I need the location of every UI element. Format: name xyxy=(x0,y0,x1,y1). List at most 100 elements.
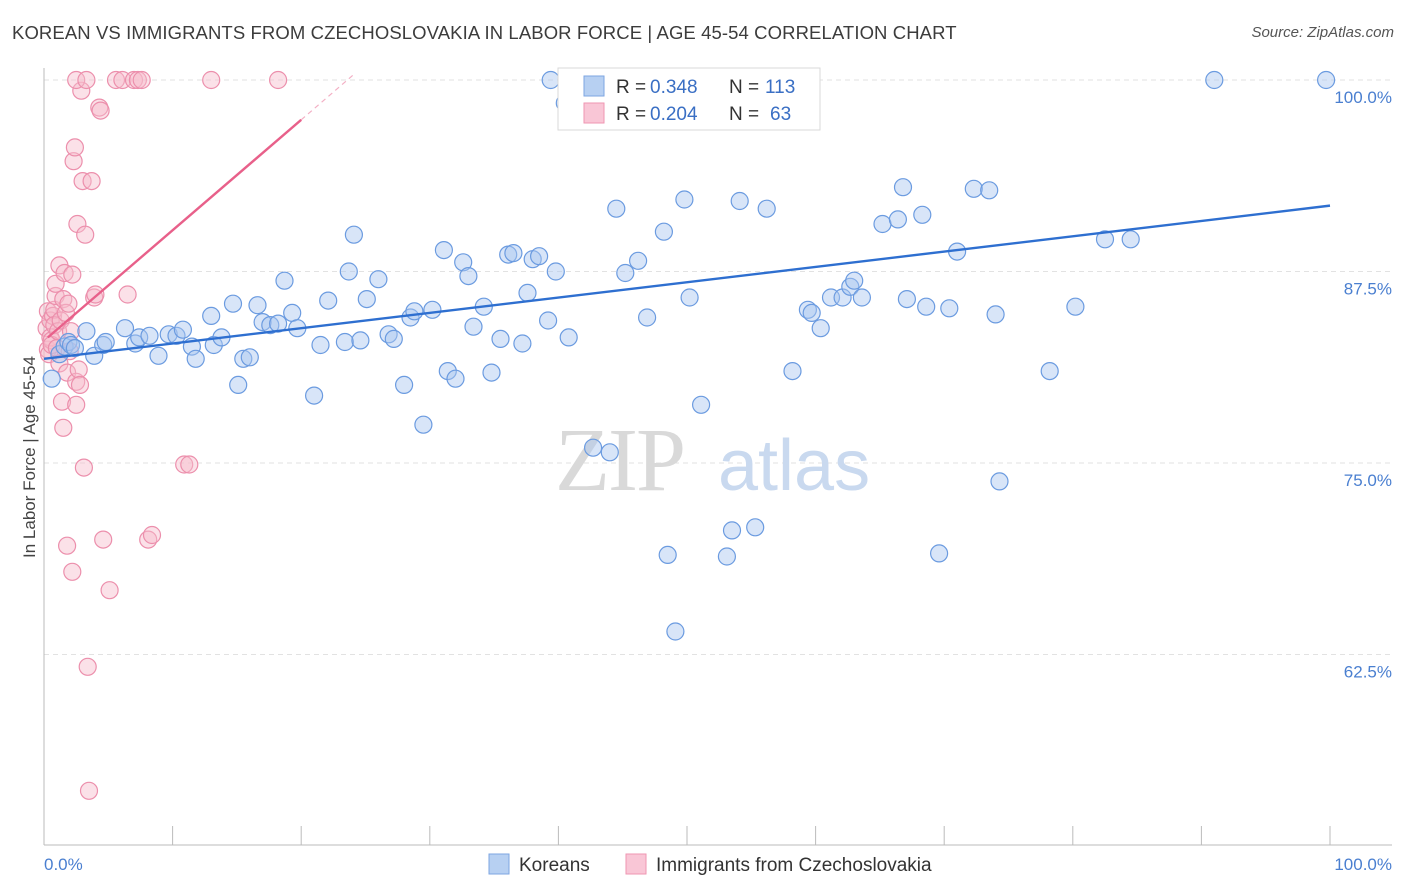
czech-point-42 xyxy=(79,781,99,800)
bottom-legend-swatch-immigrants xyxy=(625,853,647,875)
korean-point-111 xyxy=(1121,230,1140,249)
y-tick-labels: 62.5% 75.0% 87.5% 100.0% xyxy=(1334,88,1392,682)
korean-point-6 xyxy=(77,322,96,341)
korean-point-52 xyxy=(446,369,465,388)
czech-point-33 xyxy=(69,360,88,379)
series-legend: Koreans Immigrants from Czechoslovakia xyxy=(488,853,932,876)
series-koreans-points xyxy=(42,70,1336,641)
korean-point-5 xyxy=(65,339,85,358)
trend-lines xyxy=(43,74,1331,361)
korean-point-54 xyxy=(459,267,478,286)
czech-point-51 xyxy=(100,581,119,600)
korean-point-51 xyxy=(438,362,457,381)
korean-point-107 xyxy=(990,472,1009,491)
korean-point-23 xyxy=(223,294,243,313)
legend-n-label-koreans: N = xyxy=(729,77,759,98)
legend-n-value-immigrants: 63 xyxy=(770,104,791,125)
korean-point-97 xyxy=(893,178,913,197)
korean-point-112 xyxy=(541,70,560,90)
korean-point-44 xyxy=(384,329,403,348)
czech-point-31 xyxy=(67,395,86,414)
korean-point-114 xyxy=(1205,70,1224,90)
czech-point-47 xyxy=(91,101,110,120)
korean-point-13 xyxy=(140,326,159,345)
korean-point-85 xyxy=(757,199,776,218)
korean-point-84 xyxy=(746,518,765,537)
korean-point-37 xyxy=(335,332,354,352)
korean-point-102 xyxy=(940,299,959,318)
bottom-legend-label-koreans: Koreans xyxy=(519,855,590,876)
korean-point-53 xyxy=(454,253,473,272)
korean-point-64 xyxy=(529,247,549,266)
watermark-atlas: atlas xyxy=(718,426,870,506)
czech-point-16 xyxy=(50,354,69,373)
legend-n-label-immigrants: N = xyxy=(729,104,759,125)
korean-point-110 xyxy=(1095,230,1115,249)
korean-point-96 xyxy=(888,210,908,229)
korean-point-86 xyxy=(783,362,802,381)
czech-point-19 xyxy=(54,418,73,437)
korean-point-104 xyxy=(964,179,983,198)
korean-point-60 xyxy=(504,244,523,263)
stats-legend: R = 0.348 N = 113 R = 0.204 N = 63 xyxy=(557,67,821,131)
x-tick-label-min: 0.0% xyxy=(44,855,83,874)
immigrants-trend-line xyxy=(47,118,302,339)
korean-point-80 xyxy=(691,395,711,414)
korean-point-24 xyxy=(229,375,248,394)
korean-point-88 xyxy=(802,303,821,322)
czech-point-18 xyxy=(52,392,72,411)
korean-point-100 xyxy=(917,297,936,316)
watermark-zip: ZIP xyxy=(555,411,684,510)
legend-swatch-koreans xyxy=(583,75,605,97)
korean-point-58 xyxy=(491,329,510,348)
korean-point-108 xyxy=(1040,362,1059,381)
korean-point-109 xyxy=(1066,297,1085,316)
korean-point-36 xyxy=(319,291,338,310)
koreans-trend-line xyxy=(43,204,1331,361)
korean-point-61 xyxy=(513,334,532,353)
korean-point-9 xyxy=(96,332,115,352)
czech-point-63 xyxy=(269,70,288,90)
korean-point-48 xyxy=(414,415,433,434)
korean-point-81 xyxy=(717,547,737,566)
korean-point-73 xyxy=(637,308,657,327)
korean-point-98 xyxy=(897,290,917,309)
czech-point-39 xyxy=(67,70,86,90)
czech-point-27 xyxy=(63,265,82,284)
czech-point-54 xyxy=(118,285,137,304)
korean-point-42 xyxy=(369,270,388,289)
chart-source: Source: ZipAtlas.com xyxy=(1251,24,1394,41)
korean-point-21 xyxy=(204,335,223,355)
czech-point-29 xyxy=(65,138,85,157)
czech-point-46 xyxy=(90,98,109,117)
korean-point-62 xyxy=(518,283,537,302)
korean-point-38 xyxy=(339,262,358,281)
korean-point-72 xyxy=(628,251,648,270)
czech-point-35 xyxy=(72,81,91,100)
korean-point-8 xyxy=(94,335,113,355)
korean-point-83 xyxy=(730,191,749,211)
korean-point-47 xyxy=(405,302,424,321)
czech-point-59 xyxy=(142,525,162,545)
czech-point-40 xyxy=(77,70,96,90)
y-tick-label-3: 100.0% xyxy=(1334,88,1392,107)
legend-r-label-koreans: R = xyxy=(616,77,646,98)
czech-point-55 xyxy=(124,70,144,90)
korean-point-45 xyxy=(395,375,414,394)
czech-point-48 xyxy=(94,530,113,549)
series-immigrants-points xyxy=(37,70,288,800)
czech-point-52 xyxy=(106,70,126,90)
czech-point-57 xyxy=(132,70,151,90)
czech-point-37 xyxy=(74,458,94,477)
legend-r-value-immigrants: 0.204 xyxy=(650,104,698,125)
korean-point-106 xyxy=(986,305,1005,324)
czech-point-62 xyxy=(202,70,221,90)
korean-point-70 xyxy=(607,199,626,218)
y-tick-label-0: 62.5% xyxy=(1344,663,1392,682)
korean-point-34 xyxy=(305,386,324,405)
legend-r-value-koreans: 0.348 xyxy=(650,77,698,98)
korean-point-69 xyxy=(600,443,619,462)
korean-point-49 xyxy=(423,300,442,319)
legend-swatch-immigrants xyxy=(583,102,605,124)
